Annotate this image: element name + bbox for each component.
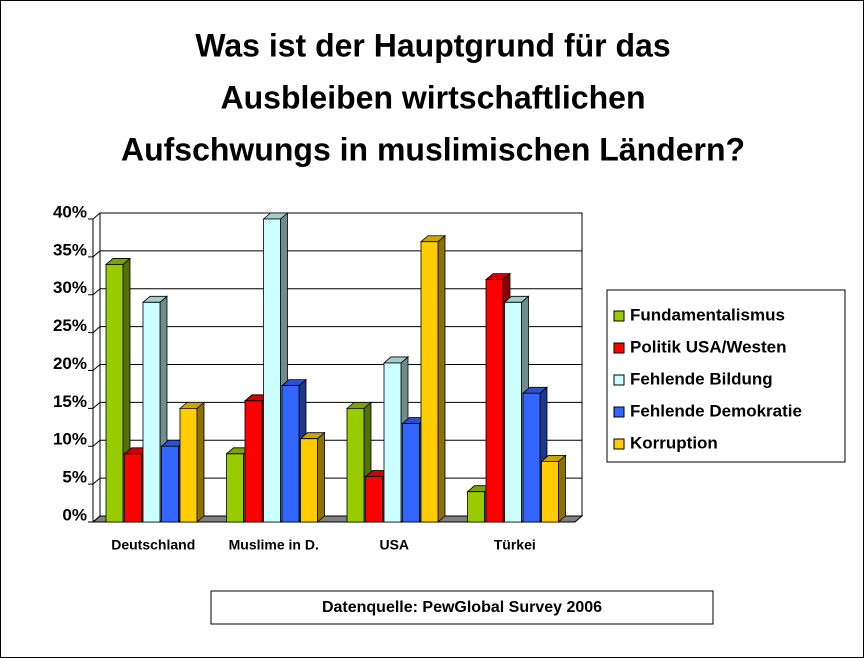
bar — [540, 454, 567, 523]
y-tick-label: 30% — [53, 278, 87, 297]
bar-face — [263, 218, 281, 523]
legend-swatch — [613, 406, 625, 418]
legend-label: Korruption — [630, 433, 718, 452]
y-tick-label: 0% — [62, 505, 87, 524]
bar-face — [558, 454, 566, 523]
x-tick-label: Türkei — [494, 537, 536, 553]
y-tick-label: 5% — [62, 468, 87, 487]
y-tick-label: 10% — [53, 430, 87, 449]
chart-title: Ausbleiben wirtschaftlichen — [221, 79, 646, 115]
y-tick-label: 35% — [53, 240, 87, 259]
bar-face — [196, 401, 205, 523]
bar-face — [420, 241, 439, 523]
y-tick-label: 40% — [53, 202, 87, 221]
y-tick-label: 20% — [53, 354, 87, 373]
bar-face — [124, 453, 142, 523]
bar-face — [541, 460, 559, 523]
y-tick-label: 15% — [53, 392, 87, 411]
x-tick-label: Deutschland — [111, 537, 195, 553]
grid-line-wall — [92, 364, 101, 371]
legend-swatch — [613, 310, 625, 322]
bar-face — [522, 392, 541, 523]
bar-face — [142, 301, 161, 523]
grid-line-wall — [92, 326, 101, 334]
bar-face — [226, 453, 244, 523]
bar-face — [467, 491, 485, 523]
x-tick-label: Muslime in D. — [229, 537, 319, 553]
bar-face — [346, 407, 365, 523]
grid-line-wall — [92, 439, 101, 447]
bar — [299, 431, 326, 523]
bar-face — [179, 407, 198, 523]
legend-swatch — [613, 342, 625, 354]
x-tick-label: USA — [379, 537, 409, 553]
grid-line-wall — [92, 288, 101, 296]
bar-face — [383, 362, 402, 523]
legend-box — [606, 289, 846, 463]
bar-face — [161, 445, 179, 523]
grid-line-wall — [92, 477, 101, 485]
source-box — [210, 590, 714, 625]
y-tick-label: 25% — [53, 316, 87, 335]
legend-label: Politik USA/Westen — [630, 337, 787, 356]
grid-line-wall — [92, 212, 101, 220]
grid-line-wall — [92, 250, 101, 258]
bar-face — [365, 476, 383, 523]
source: Datenquelle: PewGlobal Survey 2006 — [322, 599, 602, 616]
grid-line-wall — [92, 401, 101, 409]
bar-face — [485, 279, 504, 523]
legend-label: Fehlende Bildung — [630, 369, 773, 388]
bar-face — [244, 400, 263, 523]
legend-label: Fehlende Demokratie — [630, 401, 802, 420]
grid-line-wall — [92, 515, 101, 523]
legend-swatch — [613, 374, 625, 386]
bar-face — [300, 438, 318, 523]
chart-title: Was ist der Hauptgrund für das — [195, 27, 670, 63]
bar-face — [504, 301, 522, 523]
bar-face — [105, 264, 124, 523]
bar-face — [281, 385, 300, 523]
legend-label: Fundamentalismus — [630, 305, 785, 324]
legend-swatch — [613, 438, 625, 450]
bar-face — [437, 234, 446, 523]
bar-face — [402, 423, 420, 523]
bar — [178, 401, 206, 523]
chart-title: Aufschwungs in muslimischen Ländern? — [121, 131, 745, 167]
bar-face — [317, 431, 325, 523]
bar — [419, 234, 447, 523]
